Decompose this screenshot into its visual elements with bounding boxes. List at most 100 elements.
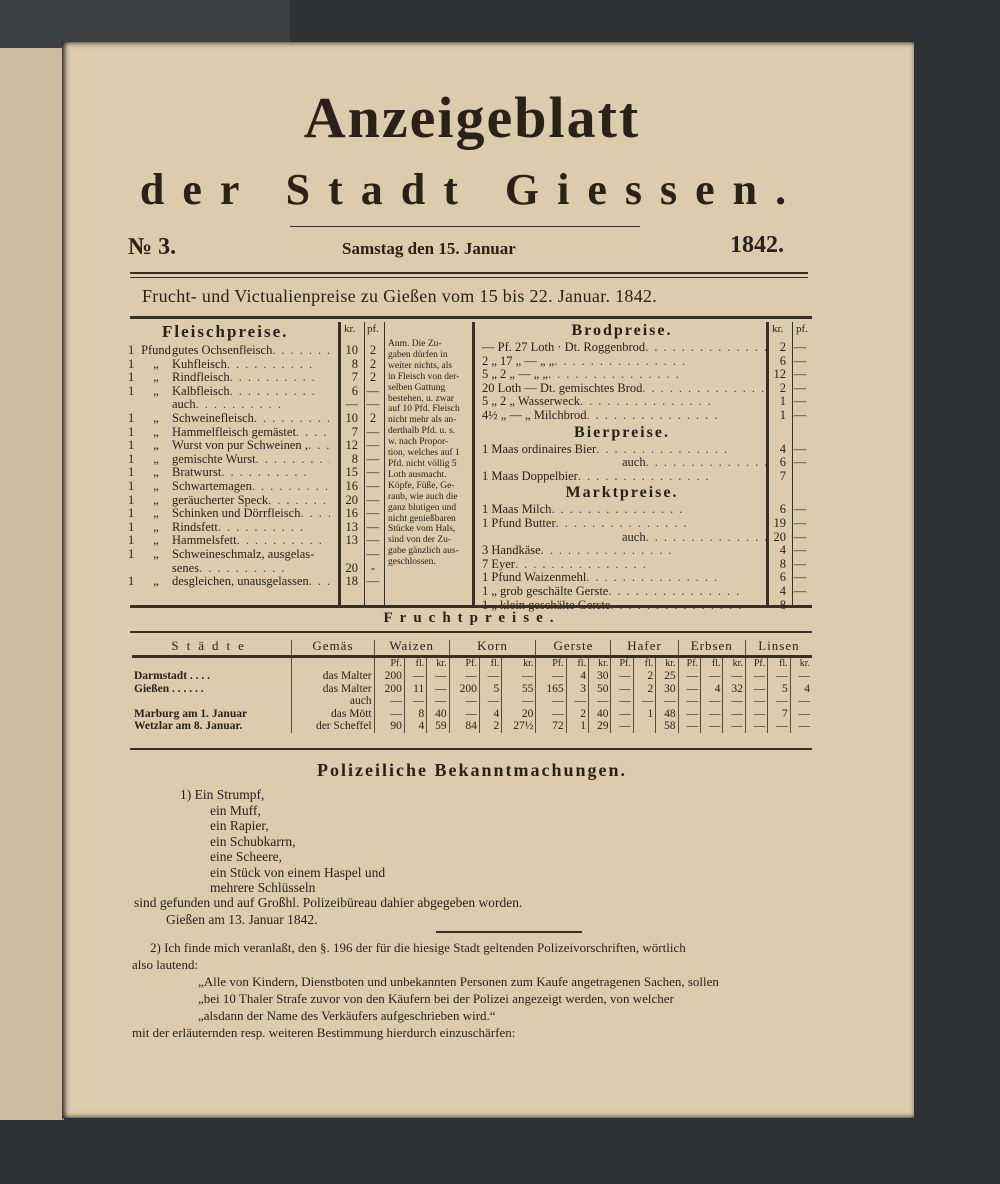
item: Schwartemagen <box>172 479 252 493</box>
meat-row: 1 „ Hammelfleisch gemästet .......... 7 — <box>128 424 384 440</box>
city: Marburg am 1. Januar <box>134 707 248 720</box>
table-row: auch — — — — — — — — — — — — — — — — — — <box>132 695 812 708</box>
price-kr: 19 <box>773 516 787 530</box>
cell: 1 <box>565 720 589 733</box>
cell: — <box>448 695 480 708</box>
cell: 4 <box>700 682 723 695</box>
cell: — <box>426 682 450 695</box>
subheader: fl. <box>632 656 656 670</box>
item: gemischte Wurst <box>172 451 256 466</box>
item: gutes Ochsenfleisch <box>172 343 273 357</box>
subheader: Pf. <box>448 656 480 670</box>
unit: „ <box>153 519 159 534</box>
price-kr: 10 <box>345 411 359 425</box>
cell: 59 <box>426 720 450 733</box>
qty: 1 <box>128 438 135 453</box>
price-pf: — <box>366 479 380 493</box>
table-row: Marburg am 1. Januar das Mött —8 40—4 20—2 40… <box>132 707 812 720</box>
meat-row: 1 „ Hammelsfett .......... 13 — <box>128 534 384 548</box>
item: auch <box>622 529 646 544</box>
qty: 1 <box>128 479 135 493</box>
cell: — <box>478 695 502 708</box>
price-pf: 2 <box>369 370 377 385</box>
issue-date: Samstag den 15. Januar <box>342 239 516 258</box>
meat-row: 1 „ Bratwurst .......... 15 — <box>128 466 384 480</box>
item: Kuhfleisch <box>172 356 227 371</box>
cell: 58 <box>655 720 679 733</box>
leader-dots: .......... <box>251 480 330 493</box>
note-line: Loth ausmacht. <box>388 469 447 480</box>
price-kr: 4 <box>779 543 786 558</box>
leader-dots: ............... <box>551 503 689 517</box>
cell: — <box>722 695 746 708</box>
cell: — <box>722 720 746 733</box>
leader-dots: .......... <box>199 561 291 575</box>
item: geräucherter Speck <box>172 492 269 507</box>
unit: „ <box>153 438 159 453</box>
unit: „ <box>153 451 159 466</box>
item2-line: „Alle von Kindern, Dienstboten und unbek… <box>198 974 719 989</box>
cell: — <box>744 720 768 733</box>
leader-dots: ............... <box>586 409 724 422</box>
price-kr: 8 <box>766 598 792 613</box>
qty: 1 <box>128 383 135 398</box>
meat-row: 1 „ Wurst von pur Schweinen , .......... 12… <box>128 439 384 453</box>
price-pf: — <box>366 424 380 439</box>
subheader: Pf. <box>535 656 567 670</box>
note-line: bestehen, u. zwar <box>388 393 454 404</box>
price-kr: 13 <box>345 533 359 548</box>
price-kr: 1 <box>779 394 786 409</box>
unit: das Mött <box>291 707 375 720</box>
cell: 4 <box>789 682 812 695</box>
item: Schinken und Dörrfleisch <box>172 506 301 521</box>
note-line: Anm. Die Zu- <box>388 339 442 349</box>
leader-dots <box>314 548 330 562</box>
col-grain: Korn <box>448 639 536 658</box>
item: 1 Maas Doppelbier <box>482 468 578 483</box>
leader-dots: .......... <box>308 575 330 589</box>
table-row: Gießen . . . . . . das Malter 200 11—200 5 55… <box>132 682 812 695</box>
subheader: kr. <box>789 656 812 670</box>
price-kr: 1 <box>779 408 786 422</box>
subheader: kr. <box>722 656 746 670</box>
price-kr: 6 <box>779 353 786 368</box>
cell: 5 <box>767 682 791 695</box>
cell: 2 <box>632 682 656 695</box>
cell: — <box>677 682 701 695</box>
cell: — <box>565 695 589 708</box>
price-kr: 18 <box>345 574 359 589</box>
price-kr: 8 <box>351 356 358 371</box>
cell: 4 <box>403 720 427 733</box>
col-grain: Hafer <box>610 639 679 658</box>
note-line: geschlossen. <box>388 557 436 568</box>
unit: „ <box>153 574 159 589</box>
item: 1 Maas Milch <box>482 502 552 517</box>
cell: — <box>610 707 634 720</box>
meat-row: 1 „ Schwartemagen .......... 16 — <box>128 479 384 494</box>
unit: das Malter <box>291 670 375 683</box>
note-line: auf 10 Pfd. Fleisch <box>388 404 460 415</box>
meat-row: 1 „ Rindsfett .......... 13 — <box>128 519 384 535</box>
city: Wetzlar am 8. Januar. <box>134 720 243 732</box>
note-line: Köpfe, Füße, Ge- <box>388 480 455 491</box>
item: 20 Loth — Dt. gemischtes Brod <box>482 380 643 395</box>
cell: — <box>744 695 768 708</box>
price-kr: 20 <box>773 529 787 544</box>
leader-dots: ............... <box>554 354 692 368</box>
leader-dots: ............... <box>577 469 715 483</box>
item: auch <box>622 455 646 470</box>
note-line: in Fleisch von der- <box>388 371 460 382</box>
price-pf: — <box>793 516 807 530</box>
item1-line: 1) Ein Strumpf, <box>180 787 265 802</box>
leader-dots: .......... <box>295 425 330 439</box>
meat-row: 1 „ gemischte Wurst .......... 8 — <box>128 451 384 467</box>
cell: — <box>426 695 450 708</box>
cell: 29 <box>588 720 611 733</box>
col-city: Städte <box>132 639 292 658</box>
item1-line: ein Rapier, <box>210 818 269 833</box>
leader-dots: ............... <box>586 571 724 585</box>
item: 7 Eyer <box>482 556 515 571</box>
item: senes <box>172 560 200 575</box>
unit: „ <box>153 506 159 521</box>
price-kr: 20 <box>345 492 359 507</box>
